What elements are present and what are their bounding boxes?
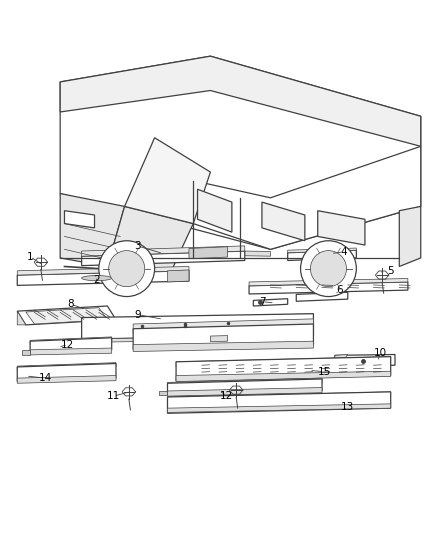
Text: 9: 9 [134,310,141,320]
Polygon shape [189,247,228,259]
Polygon shape [167,404,391,413]
Polygon shape [262,202,305,241]
Polygon shape [124,138,210,223]
Text: 12: 12 [220,391,233,401]
Polygon shape [17,271,189,285]
Polygon shape [210,336,228,342]
Text: 7: 7 [258,297,265,306]
Polygon shape [81,314,314,325]
Polygon shape [26,308,107,324]
Polygon shape [335,354,395,366]
Polygon shape [249,282,408,294]
Text: 4: 4 [340,247,347,257]
Text: 12: 12 [61,340,74,350]
Polygon shape [21,350,30,355]
Polygon shape [167,392,391,413]
Polygon shape [167,392,391,401]
Polygon shape [249,279,408,286]
Polygon shape [81,251,245,265]
Polygon shape [60,193,124,266]
Polygon shape [81,314,314,339]
Polygon shape [193,250,271,256]
Circle shape [311,251,346,287]
Polygon shape [167,378,322,387]
Polygon shape [107,206,193,279]
Text: 11: 11 [107,391,120,401]
Text: 2: 2 [93,275,100,285]
Text: 10: 10 [374,348,386,358]
Polygon shape [198,189,232,232]
Polygon shape [335,354,348,366]
Polygon shape [399,206,421,266]
Text: 1: 1 [27,252,33,262]
Polygon shape [133,324,314,349]
Polygon shape [167,379,322,395]
Text: 5: 5 [387,266,394,276]
Text: 14: 14 [39,373,52,383]
Polygon shape [17,376,116,383]
Polygon shape [81,246,245,256]
Polygon shape [17,306,116,325]
Circle shape [99,241,155,296]
Circle shape [300,241,357,296]
Text: 13: 13 [341,402,354,413]
Ellipse shape [81,276,112,281]
Polygon shape [81,335,314,343]
Polygon shape [60,56,421,249]
Polygon shape [17,364,116,382]
Polygon shape [176,357,391,367]
Polygon shape [30,348,112,355]
Polygon shape [159,391,167,395]
Polygon shape [133,319,314,334]
Polygon shape [64,211,95,228]
Polygon shape [318,211,365,245]
Polygon shape [17,362,116,370]
Polygon shape [30,337,112,345]
Polygon shape [176,372,391,382]
Polygon shape [30,338,112,353]
Polygon shape [296,292,348,301]
Text: 15: 15 [318,367,331,377]
Polygon shape [176,357,391,381]
Polygon shape [133,341,314,351]
Polygon shape [60,56,421,147]
Circle shape [109,251,145,287]
Text: 3: 3 [134,241,141,251]
Polygon shape [253,298,288,306]
Polygon shape [288,248,357,253]
Polygon shape [167,270,189,282]
Polygon shape [193,147,421,249]
Polygon shape [17,266,189,275]
Text: 6: 6 [336,285,343,295]
Text: 8: 8 [67,299,74,309]
Polygon shape [167,387,322,396]
Polygon shape [17,311,26,325]
Polygon shape [288,250,357,261]
